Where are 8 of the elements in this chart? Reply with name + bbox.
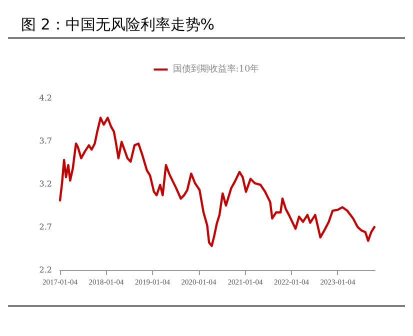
y-tick-label: 4.2 [39,94,52,102]
y-tick-label: 2.7 [39,222,52,232]
legend-label: 国债到期收益率:10年 [172,64,260,74]
line-series [58,116,376,248]
chart-title: 图 2：中国无风险利率走势% [21,16,215,34]
y-tick-label: 2.2 [39,266,52,274]
y-tick-label: 3.7 [39,136,52,146]
y-tick-label: 3.2 [39,180,52,188]
